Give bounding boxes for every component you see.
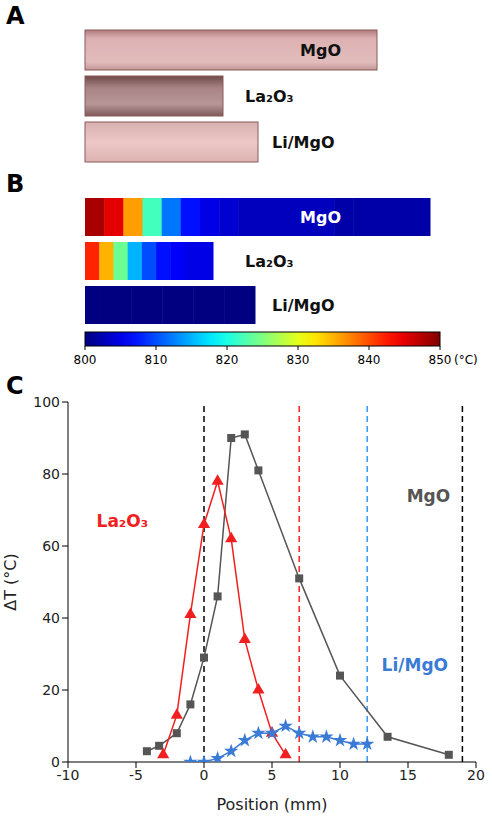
svg-text:La₂O₃: La₂O₃ bbox=[97, 511, 149, 531]
svg-text:(°C): (°C) bbox=[454, 353, 478, 367]
svg-text:100: 100 bbox=[33, 394, 60, 410]
svg-text:0: 0 bbox=[200, 767, 209, 783]
svg-text:B: B bbox=[6, 170, 24, 198]
svg-text:810: 810 bbox=[145, 353, 168, 367]
svg-text:Li/MgO: Li/MgO bbox=[272, 133, 335, 152]
svg-text:La₂O₃: La₂O₃ bbox=[245, 87, 294, 106]
svg-text:MgO: MgO bbox=[407, 486, 451, 506]
svg-text:820: 820 bbox=[216, 353, 239, 367]
svg-text:-10: -10 bbox=[56, 766, 80, 783]
svg-text:Position (mm): Position (mm) bbox=[216, 795, 327, 814]
svg-text:840: 840 bbox=[358, 353, 381, 367]
svg-text:80: 80 bbox=[42, 466, 60, 482]
svg-text:5: 5 bbox=[268, 767, 277, 783]
svg-text:20: 20 bbox=[42, 682, 60, 698]
svg-text:800: 800 bbox=[74, 353, 97, 367]
svg-text:-5: -5 bbox=[129, 767, 143, 783]
svg-text:850: 850 bbox=[429, 353, 452, 367]
svg-text:ΔT (°C): ΔT (°C) bbox=[1, 553, 20, 610]
svg-text:60: 60 bbox=[42, 538, 60, 554]
html-text:C: C bbox=[6, 372, 24, 400]
svg-text:830: 830 bbox=[287, 353, 310, 367]
svg-text:MgO: MgO bbox=[300, 41, 341, 60]
svg-text:10: 10 bbox=[331, 767, 349, 783]
svg-text:0: 0 bbox=[51, 754, 60, 770]
svg-text:MgO: MgO bbox=[300, 208, 341, 227]
svg-text:15: 15 bbox=[399, 767, 417, 783]
svg-text:A: A bbox=[6, 2, 25, 30]
svg-text:Li/MgO: Li/MgO bbox=[272, 296, 335, 315]
svg-text:20: 20 bbox=[467, 767, 485, 783]
svg-text:Li/MgO: Li/MgO bbox=[382, 655, 448, 675]
svg-text:40: 40 bbox=[42, 610, 60, 626]
svg-text:La₂O₃: La₂O₃ bbox=[245, 252, 294, 271]
